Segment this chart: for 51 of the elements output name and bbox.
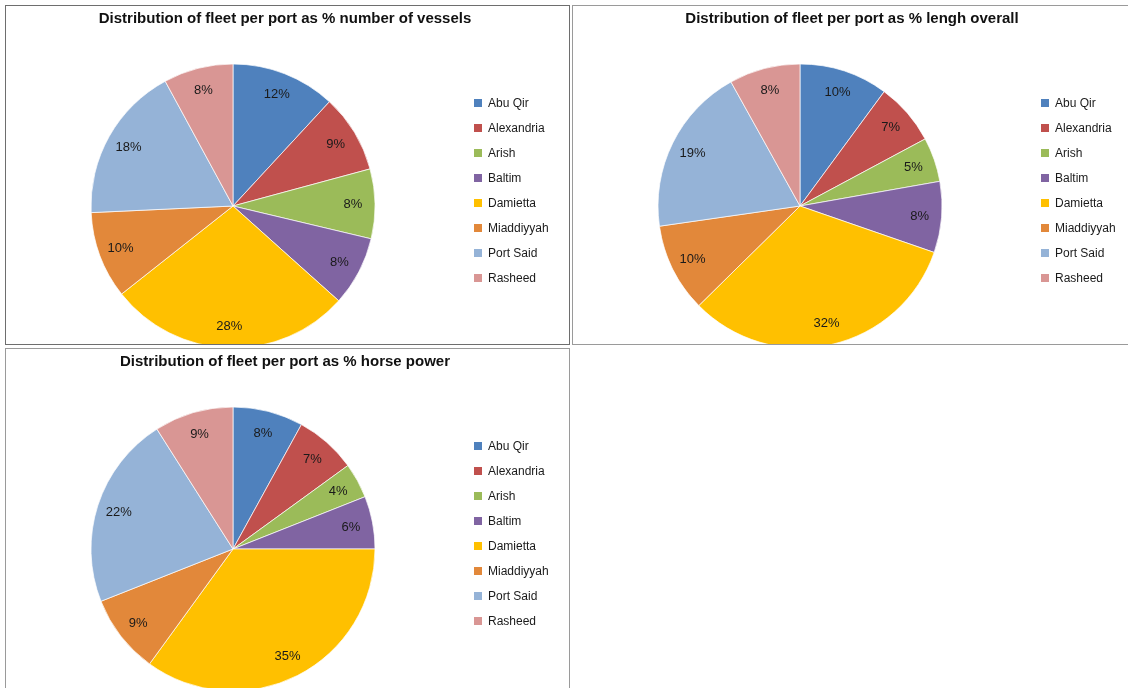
data-label: 5%: [904, 158, 924, 174]
legend-label: Baltim: [488, 171, 522, 185]
legend-label: Damietta: [488, 196, 537, 210]
data-label: 19%: [679, 144, 706, 160]
chart-title: Distribution of fleet per port as % horse power: [119, 352, 451, 369]
legend-label: Rasheed: [488, 271, 537, 285]
data-label: 8%: [194, 81, 214, 97]
data-label: 8%: [910, 207, 930, 223]
legend-label: Miaddiyyah: [1055, 221, 1116, 235]
legend-label: Abu Qir: [1055, 96, 1096, 110]
legend-label: Port Said: [1055, 246, 1105, 260]
data-label: 6%: [341, 518, 361, 534]
data-label: 4%: [328, 483, 348, 499]
legend-label: Miaddiyyah: [488, 564, 549, 578]
chart-title: Distribution of fleet per port as % number of vessels: [98, 9, 472, 26]
data-label: 10%: [824, 83, 851, 99]
data-label: 18%: [115, 139, 142, 155]
data-label: 8%: [760, 81, 780, 97]
legend-label: Alexandria: [488, 464, 546, 478]
data-label: 28%: [216, 317, 243, 333]
legend-label: Miaddiyyah: [488, 221, 549, 235]
data-label: 32%: [813, 315, 840, 331]
legend-label: Arish: [488, 146, 516, 160]
legend-label: Alexandria: [488, 121, 546, 135]
legend-label: Abu Qir: [488, 96, 529, 110]
data-label: 10%: [107, 240, 135, 256]
data-label: 8%: [343, 196, 363, 212]
legend-label: Port Said: [488, 246, 538, 260]
legend-label: Damietta: [1055, 196, 1104, 210]
data-label: 8%: [329, 253, 350, 269]
data-label: 10%: [679, 251, 706, 267]
data-label: 35%: [274, 647, 301, 663]
legend-label: Port Said: [488, 589, 538, 603]
data-label: 12%: [263, 86, 291, 102]
legend-label: Alexandria: [1055, 121, 1113, 135]
legend-label: Arish: [488, 489, 516, 503]
legend-label: Rasheed: [1055, 271, 1104, 285]
data-label: 8%: [253, 424, 273, 440]
data-label: 7%: [302, 450, 323, 466]
data-label: 9%: [128, 614, 149, 630]
data-label: 9%: [190, 425, 210, 441]
legend-label: Arish: [1055, 146, 1083, 160]
data-label: 9%: [326, 135, 346, 151]
legend-label: Baltim: [1055, 171, 1089, 185]
legend-label: Baltim: [488, 514, 522, 528]
data-label: 7%: [881, 119, 901, 135]
chart-title: Distribution of fleet per port as % lengh overall: [685, 9, 1019, 26]
legend-label: Abu Qir: [488, 439, 529, 453]
legend-label: Damietta: [488, 539, 537, 553]
data-label: 22%: [105, 503, 133, 519]
legend-label: Rasheed: [488, 614, 537, 628]
